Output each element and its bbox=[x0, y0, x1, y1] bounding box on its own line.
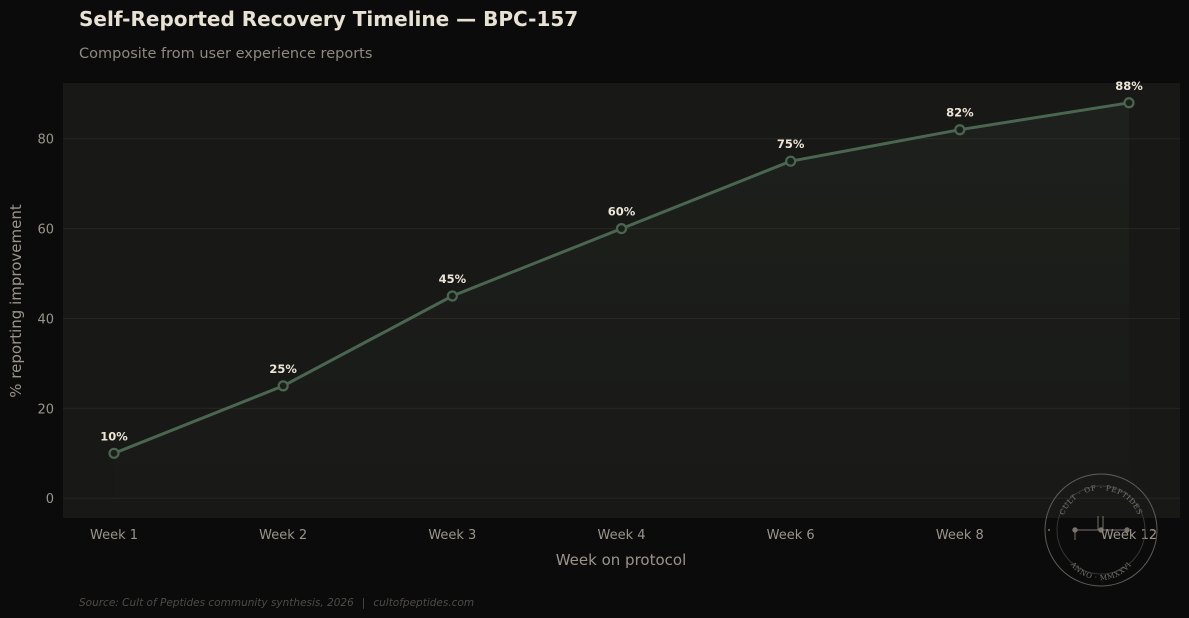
x-tick-label: Week 8 bbox=[936, 528, 984, 543]
x-tick-label: Week 2 bbox=[259, 528, 307, 543]
data-point bbox=[277, 380, 289, 392]
data-point bbox=[785, 155, 797, 167]
y-tick-label: 60 bbox=[37, 223, 54, 238]
area-fill bbox=[114, 102, 1129, 499]
chart-title: Self-Reported Recovery Timeline — BPC-15… bbox=[79, 7, 579, 31]
seal-outer-ring bbox=[1044, 473, 1158, 587]
y-tick-label: 80 bbox=[37, 133, 54, 148]
y-tick-label: 0 bbox=[46, 492, 54, 507]
data-label: 88% bbox=[1115, 79, 1143, 93]
x-tick-label: Week 12 bbox=[1101, 528, 1157, 543]
y-tick-labels: 0 20 40 60 80 bbox=[37, 133, 54, 508]
seal-bottom-text: ANNO · MMXXVI bbox=[1068, 559, 1133, 582]
data-label: 10% bbox=[100, 429, 128, 443]
data-label: 75% bbox=[777, 137, 805, 151]
x-tick-label: Week 4 bbox=[597, 528, 645, 543]
molecule-icon bbox=[1048, 516, 1154, 540]
data-labels: 10% 25% 45% 60% 75% 82% 88% bbox=[100, 79, 1143, 444]
data-label: 25% bbox=[269, 362, 297, 376]
data-point bbox=[954, 124, 966, 136]
data-point bbox=[446, 290, 458, 302]
seal-inner-ring bbox=[1056, 485, 1146, 575]
data-label: 82% bbox=[946, 106, 974, 120]
data-point bbox=[615, 222, 628, 235]
source-separator: | bbox=[361, 597, 366, 609]
chart-subtitle: Composite from user experience reports bbox=[79, 46, 373, 62]
source-text: Source: Cult of Peptides community synth… bbox=[79, 597, 354, 609]
x-tick-label: Week 6 bbox=[767, 528, 815, 543]
source-note: Source: Cult of Peptides community synth… bbox=[79, 597, 474, 609]
y-tick-label: 40 bbox=[37, 312, 54, 327]
data-point bbox=[108, 447, 120, 459]
data-points bbox=[108, 97, 1135, 459]
x-tick-label: Week 3 bbox=[428, 528, 476, 543]
data-point bbox=[1123, 97, 1135, 109]
x-tick-label: Week 1 bbox=[90, 528, 138, 543]
y-axis-label: % reporting improvement bbox=[7, 204, 25, 398]
data-label: 45% bbox=[439, 272, 467, 286]
x-tick-labels: Week 1 Week 2 Week 3 Week 4 Week 6 Week 8 Week… bbox=[90, 528, 1157, 543]
y-tick-label: 20 bbox=[37, 402, 54, 417]
source-site: cultofpeptides.com bbox=[373, 597, 475, 609]
x-axis-label: Week on protocol bbox=[556, 551, 687, 569]
data-label: 60% bbox=[608, 205, 636, 219]
